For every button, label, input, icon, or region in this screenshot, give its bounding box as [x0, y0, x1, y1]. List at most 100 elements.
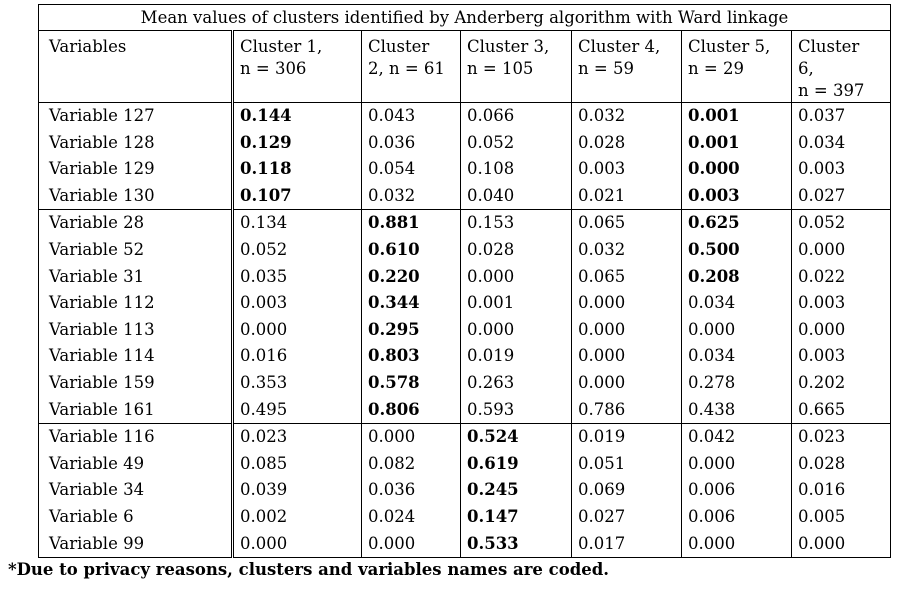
- table-row: Variable 49 0.085 0.082 0.619 0.051 0.000 0.02…: [38, 450, 891, 478]
- table-row: Variable 31 0.035 0.220 0.000 0.065 0.208 0.02…: [38, 263, 891, 291]
- value-cell: 0.625: [681, 209, 792, 237]
- value-cell: 0.000: [681, 450, 792, 478]
- table-row: Variable 52 0.052 0.610 0.028 0.032 0.500 0.00…: [38, 236, 891, 264]
- table-row: Variable 112 0.003 0.344 0.001 0.000 0.034 0.0…: [38, 290, 891, 317]
- table-caption-row: Mean values of clusters identified by An…: [38, 4, 891, 31]
- value-cell: 0.021: [571, 182, 682, 210]
- value-cell: 0.036: [361, 477, 461, 504]
- header-line: 2, n = 61: [368, 59, 445, 78]
- value-cell: 0.085: [232, 450, 362, 478]
- value-cell: 0.036: [361, 129, 461, 157]
- table-row: Variable 113 0.000 0.295 0.000 0.000 0.000 0.0…: [38, 316, 891, 344]
- value-cell: 0.032: [361, 182, 461, 210]
- table-row: Variable 127 0.144 0.043 0.066 0.032 0.001 0.0…: [38, 102, 891, 130]
- header-cluster-2: Cluster 2, n = 61: [361, 30, 461, 103]
- value-cell: 0.016: [232, 343, 362, 370]
- value-cell: 0.153: [460, 209, 572, 237]
- header-cluster-6: Cluster 6, n = 397: [791, 30, 891, 103]
- header-line: Variables: [49, 37, 127, 56]
- value-cell: 0.000: [681, 530, 792, 559]
- table-row: Variable 28 0.134 0.881 0.153 0.065 0.625 0.05…: [38, 209, 891, 237]
- table-row: Variable 130 0.107 0.032 0.040 0.021 0.003 0.0…: [38, 182, 891, 210]
- value-cell: 0.052: [791, 209, 891, 237]
- value-cell: 0.000: [571, 369, 682, 397]
- variable-name-cell: Variable 127: [38, 102, 234, 130]
- table-row: Variable 99 0.000 0.000 0.533 0.017 0.000 0.00…: [38, 530, 891, 559]
- header-line: Cluster: [368, 37, 430, 56]
- variable-name-cell: Variable 52: [38, 236, 234, 264]
- value-cell: 0.593: [460, 396, 572, 424]
- value-cell: 0.043: [361, 102, 461, 130]
- value-cell: 0.035: [232, 263, 362, 291]
- value-cell: 0.022: [791, 263, 891, 291]
- value-cell: 0.134: [232, 209, 362, 237]
- value-cell: 0.295: [361, 316, 461, 344]
- header-line: n = 105: [467, 59, 534, 78]
- value-cell: 0.003: [791, 343, 891, 370]
- header-row: Variables Cluster 1, n = 306 Cluster 2, n = …: [38, 30, 891, 103]
- header-variables: Variables: [38, 30, 234, 103]
- table-row: Variable 34 0.039 0.036 0.245 0.069 0.006 0.01…: [38, 477, 891, 504]
- value-cell: 0.344: [361, 290, 461, 317]
- value-cell: 0.003: [681, 182, 792, 210]
- header-cluster-3: Cluster 3, n = 105: [460, 30, 572, 103]
- value-cell: 0.500: [681, 236, 792, 264]
- value-cell: 0.000: [571, 290, 682, 317]
- variable-name-cell: Variable 113: [38, 316, 234, 344]
- table-row: Variable 114 0.016 0.803 0.019 0.000 0.034 0.0…: [38, 343, 891, 370]
- value-cell: 0.028: [791, 450, 891, 478]
- value-cell: 0.019: [460, 343, 572, 370]
- value-cell: 0.023: [232, 423, 362, 451]
- variable-name-cell: Variable 49: [38, 450, 234, 478]
- value-cell: 0.000: [232, 316, 362, 344]
- header-line: Cluster 3,: [467, 37, 550, 56]
- value-cell: 0.034: [791, 129, 891, 157]
- header-line: n = 59: [578, 59, 634, 78]
- variable-name-cell: Variable 116: [38, 423, 234, 451]
- value-cell: 0.003: [571, 156, 682, 183]
- value-cell: 0.027: [571, 503, 682, 531]
- table-row: Variable 6 0.002 0.024 0.147 0.027 0.006 0.005: [38, 503, 891, 531]
- table-row: Variable 159 0.353 0.578 0.263 0.000 0.278 0.2…: [38, 369, 891, 397]
- value-cell: 0.000: [791, 316, 891, 344]
- value-cell: 0.438: [681, 396, 792, 424]
- value-cell: 0.245: [460, 477, 572, 504]
- variable-name-cell: Variable 99: [38, 530, 234, 559]
- value-cell: 0.786: [571, 396, 682, 424]
- table-caption: Mean values of clusters identified by An…: [38, 4, 891, 31]
- value-cell: 0.005: [791, 503, 891, 531]
- value-cell: 0.665: [791, 396, 891, 424]
- table-row: Variable 161 0.495 0.806 0.593 0.786 0.438 0.6…: [38, 396, 891, 424]
- value-cell: 0.524: [460, 423, 572, 451]
- value-cell: 0.024: [361, 503, 461, 531]
- value-cell: 0.000: [460, 263, 572, 291]
- value-cell: 0.082: [361, 450, 461, 478]
- variable-name-cell: Variable 130: [38, 182, 234, 210]
- value-cell: 0.144: [232, 102, 362, 130]
- value-cell: 0.278: [681, 369, 792, 397]
- value-cell: 0.066: [460, 102, 572, 130]
- value-cell: 0.000: [571, 316, 682, 344]
- value-cell: 0.051: [571, 450, 682, 478]
- value-cell: 0.052: [460, 129, 572, 157]
- value-cell: 0.028: [571, 129, 682, 157]
- value-cell: 0.000: [361, 423, 461, 451]
- value-cell: 0.881: [361, 209, 461, 237]
- value-cell: 0.034: [681, 343, 792, 370]
- value-cell: 0.032: [571, 102, 682, 130]
- value-cell: 0.803: [361, 343, 461, 370]
- value-cell: 0.003: [232, 290, 362, 317]
- value-cell: 0.118: [232, 156, 362, 183]
- value-cell: 0.610: [361, 236, 461, 264]
- header-cluster-1: Cluster 1, n = 306: [232, 30, 362, 103]
- variable-name-cell: Variable 6: [38, 503, 234, 531]
- value-cell: 0.806: [361, 396, 461, 424]
- value-cell: 0.028: [460, 236, 572, 264]
- value-cell: 0.619: [460, 450, 572, 478]
- header-line: Cluster 4,: [578, 37, 661, 56]
- value-cell: 0.019: [571, 423, 682, 451]
- value-cell: 0.027: [791, 182, 891, 210]
- value-cell: 0.495: [232, 396, 362, 424]
- value-cell: 0.003: [791, 156, 891, 183]
- value-cell: 0.202: [791, 369, 891, 397]
